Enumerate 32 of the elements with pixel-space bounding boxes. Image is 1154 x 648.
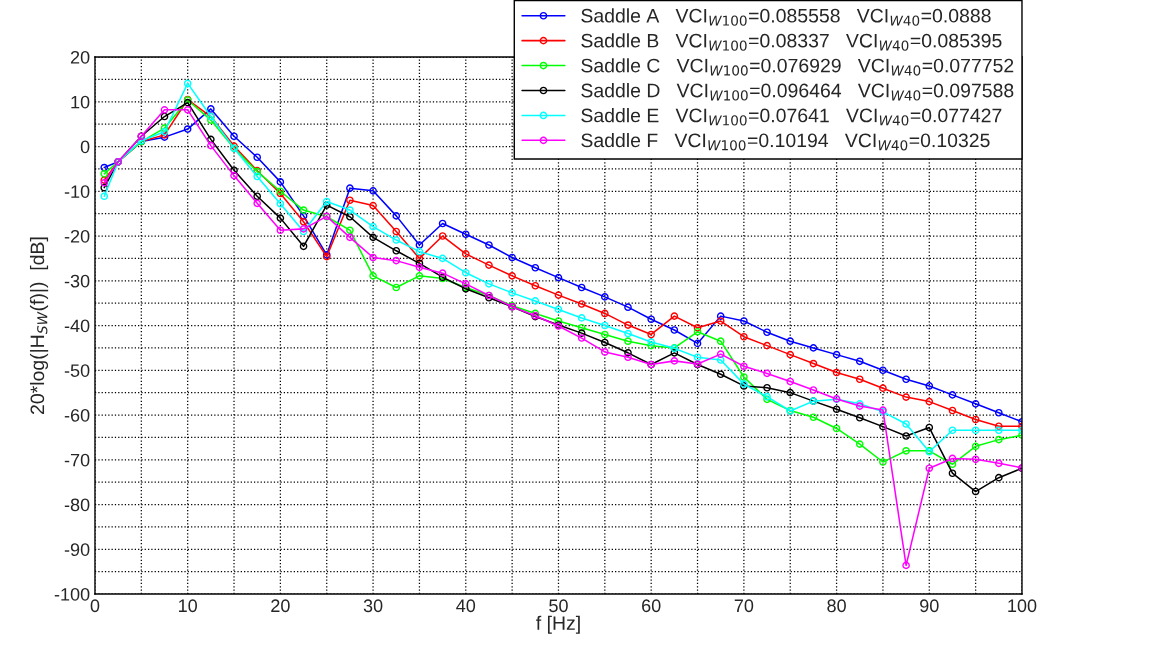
y-tick-label: -20 (64, 229, 90, 243)
x-tick-label: 10 (179, 599, 198, 613)
y-tick-label: 0 (80, 140, 90, 154)
y-tick-label: -80 (64, 498, 90, 512)
x-tick-label: 60 (642, 599, 661, 613)
y-tick-label: -60 (64, 408, 90, 422)
legend-label: Saddle A VCI$_{W100}$=0.085558 VCI$_{W40}$=0.0888 (581, 8, 991, 26)
legend-label: Saddle D VCI$_{W100}$=0.096464 VCI$_{W40}$=0.097588 (581, 83, 1014, 101)
x-tick-label: 100 (1008, 599, 1037, 613)
x-tick-label: 90 (920, 599, 939, 613)
y-tick-label: -30 (64, 274, 90, 288)
legend-label: Saddle E VCI$_{W100}$=0.07641 VCI$_{W40}$=0.077427 (581, 108, 1002, 126)
y-tick-label: -50 (64, 364, 90, 377)
y-tick-label: 20 (70, 50, 90, 64)
legend-label: Saddle F VCI$_{W100}$=0.10194 VCI$_{W40}$=0.10325 (581, 132, 990, 151)
y-tick-label: -40 (64, 319, 90, 333)
y-tick-label: 10 (71, 95, 90, 109)
x-tick-label: 70 (734, 599, 754, 613)
x-tick-label: 20 (271, 599, 290, 613)
x-tick-label: 40 (456, 599, 476, 613)
x-tick-label: 50 (549, 599, 568, 613)
y-tick-label: -90 (64, 543, 90, 556)
x-axis-title: f [Hz] (536, 615, 580, 634)
x-tick-label: 30 (363, 599, 383, 613)
legend-label: Saddle C VCI$_{W100}$=0.076929 VCI$_{W40}$=0.077752 (581, 58, 1014, 76)
y-axis-title: 20*log(|H$_{SW}$(f)|) [dB] (29, 237, 49, 414)
y-tick-label: -10 (64, 185, 90, 198)
y-tick-label: -70 (64, 453, 90, 467)
x-tick-label: 0 (90, 599, 100, 613)
legend-label: Saddle B VCI$_{W100}$=0.08337 VCI$_{W40}$=0.085395 (581, 33, 1002, 51)
x-tick-label: 80 (827, 599, 846, 613)
y-tick-label: -100 (54, 587, 90, 601)
